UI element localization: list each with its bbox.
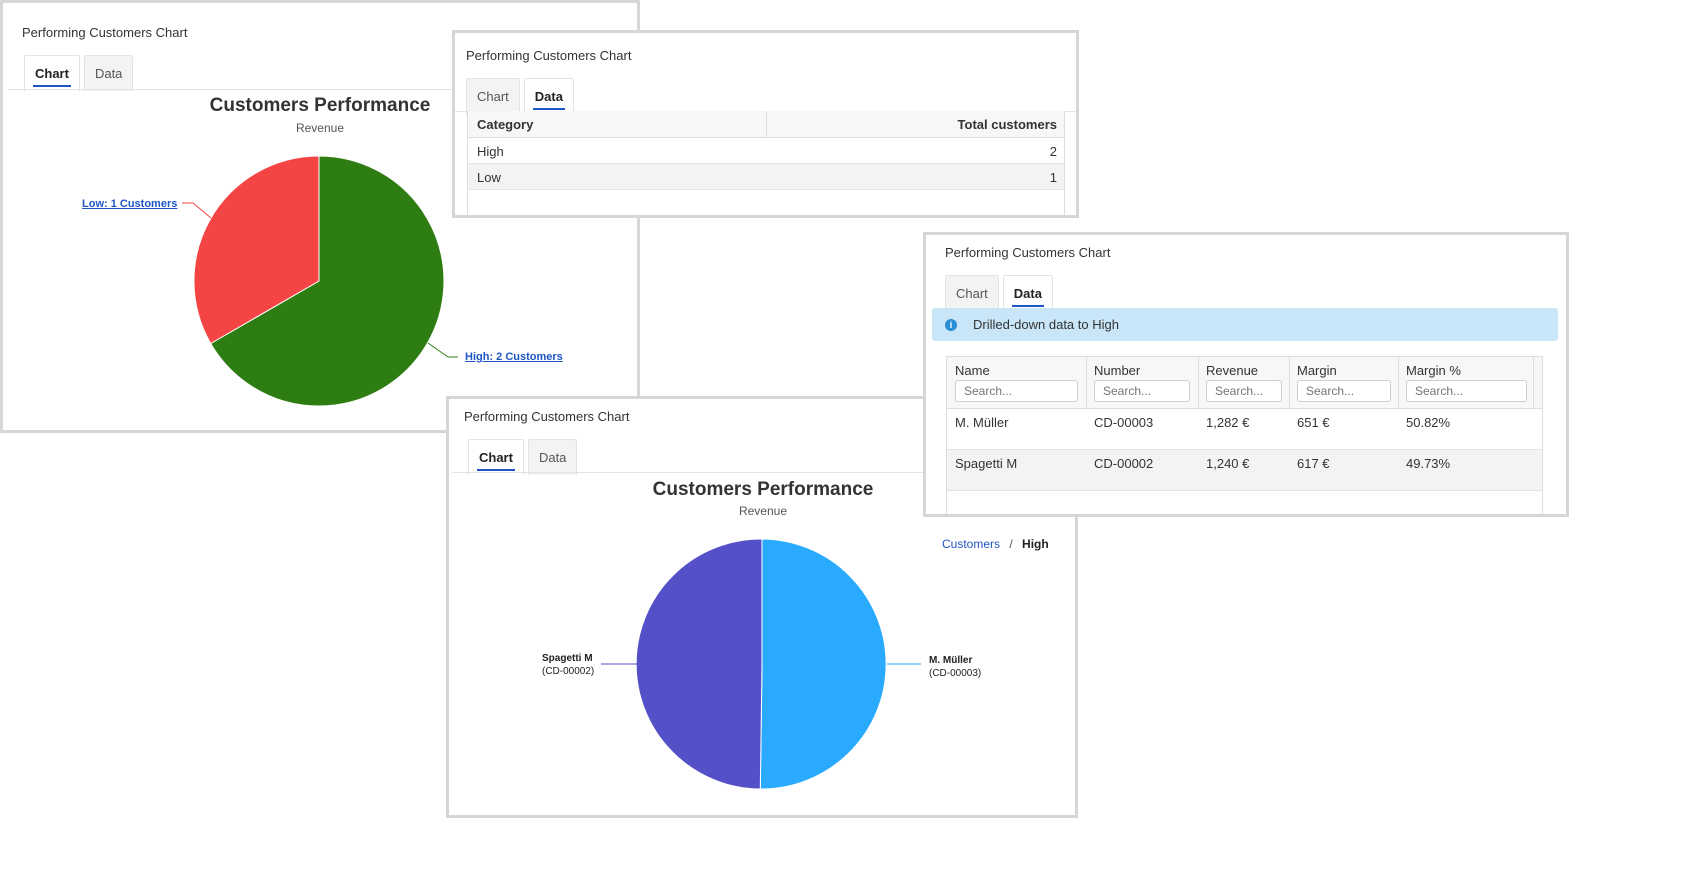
data-panel-drilldown: Performing Customers Chart Chart Data i …: [923, 232, 1569, 517]
panel-title: Performing Customers Chart: [466, 48, 632, 63]
tab-chart[interactable]: Chart: [945, 275, 999, 311]
cell-margin: 617 €: [1297, 456, 1330, 471]
data-panel-categories: Performing Customers Chart Chart Data Ca…: [452, 30, 1079, 218]
tab-divider: [8, 89, 637, 90]
column-header-total[interactable]: Total customers: [957, 117, 1057, 132]
cell-number: CD-00002: [1094, 456, 1154, 471]
tab-data[interactable]: Data: [1002, 275, 1053, 311]
drilldown-table: Name Number Revenue Margin Margin % M. M…: [946, 356, 1543, 514]
data-label-name: M. Müller: [929, 655, 973, 666]
tab-chart[interactable]: Chart: [24, 55, 80, 91]
table-row[interactable]: [947, 409, 1542, 450]
column-header-name[interactable]: Name: [955, 363, 990, 378]
cell-category: Low: [477, 170, 501, 185]
search-input-margin-pct[interactable]: [1406, 380, 1527, 402]
chart-title: Customers Performance: [209, 95, 431, 116]
cell-total: 2: [1049, 144, 1057, 159]
label-connector-high: [427, 342, 458, 358]
tab-bar: Chart Data: [24, 55, 134, 91]
chart-panel-drilldown: Performing Customers Chart Chart Data Cu…: [446, 396, 1078, 818]
info-icon: i: [945, 319, 957, 331]
data-label-id: (CD-00003): [929, 668, 982, 679]
cell-margin-pct: 50.82%: [1406, 415, 1451, 430]
tab-bar: Chart Data: [468, 439, 578, 475]
panel-title: Performing Customers Chart: [464, 409, 630, 424]
cell-revenue: 1,282 €: [1206, 415, 1250, 430]
panel-title: Performing Customers Chart: [22, 25, 188, 40]
pie-slice-high[interactable]: [210, 155, 445, 407]
chart-subtitle: Revenue: [738, 504, 788, 518]
info-banner: i Drilled-down data to High: [932, 308, 1558, 341]
cell-margin-pct: 49.73%: [1406, 456, 1451, 471]
breadcrumb: Customers / High: [942, 537, 1049, 551]
table-row[interactable]: [468, 138, 1064, 164]
tab-chart[interactable]: Chart: [468, 439, 524, 475]
data-label-muller[interactable]: M. Müller (CD-00003): [929, 654, 981, 680]
cell-name: Spagetti M: [955, 456, 1018, 471]
column-header-margin-pct[interactable]: Margin %: [1406, 363, 1461, 378]
tab-bar: Chart Data: [466, 78, 574, 114]
cell-name: M. Müller: [955, 415, 1009, 430]
tab-bar: Chart Data: [945, 275, 1053, 311]
breadcrumb-separator: /: [1009, 537, 1013, 551]
data-label-id: (CD-00002): [542, 666, 595, 677]
tab-divider: [452, 472, 1075, 473]
data-label-name: Spagetti M: [542, 653, 593, 664]
breadcrumb-current: High: [1022, 537, 1049, 551]
column-header-revenue[interactable]: Revenue: [1206, 363, 1259, 378]
data-label-high[interactable]: High: 2 Customers: [465, 351, 563, 363]
data-label-spagetti[interactable]: Spagetti M (CD-00002): [542, 652, 594, 678]
pie-slice-spagetti[interactable]: [635, 538, 763, 790]
column-header-category[interactable]: Category: [477, 117, 534, 132]
table-row[interactable]: [947, 450, 1542, 491]
column-header-margin[interactable]: Margin: [1297, 363, 1337, 378]
cell-revenue: 1,240 €: [1206, 456, 1250, 471]
table-row[interactable]: [468, 164, 1064, 190]
info-message: Drilled-down data to High: [973, 317, 1119, 332]
breadcrumb-customers[interactable]: Customers: [942, 537, 1001, 551]
chart-subtitle: Revenue: [295, 121, 345, 135]
pie-slice-low[interactable]: [193, 155, 320, 345]
cell-number: CD-00003: [1094, 415, 1154, 430]
cell-margin: 651 €: [1297, 415, 1330, 430]
search-input-revenue[interactable]: [1206, 380, 1282, 402]
tab-data[interactable]: Data: [523, 78, 574, 114]
search-input-number[interactable]: [1094, 380, 1190, 402]
data-label-low[interactable]: Low: 1 Customers: [82, 198, 178, 210]
tab-chart[interactable]: Chart: [466, 78, 520, 114]
category-table: Category Total customers High 2 Low 1: [467, 111, 1065, 215]
panel-title: Performing Customers Chart: [945, 245, 1111, 260]
search-input-margin[interactable]: [1297, 380, 1391, 402]
search-input-name[interactable]: [955, 380, 1078, 402]
cell-category: High: [477, 144, 504, 159]
tab-data[interactable]: Data: [527, 439, 578, 475]
column-header-number[interactable]: Number: [1094, 363, 1141, 378]
chart-title: Customers Performance: [652, 479, 874, 500]
tab-data[interactable]: Data: [83, 55, 134, 91]
pie-slice-muller[interactable]: [759, 538, 887, 790]
label-connector-low: [182, 202, 212, 219]
cell-total: 1: [1049, 170, 1057, 185]
